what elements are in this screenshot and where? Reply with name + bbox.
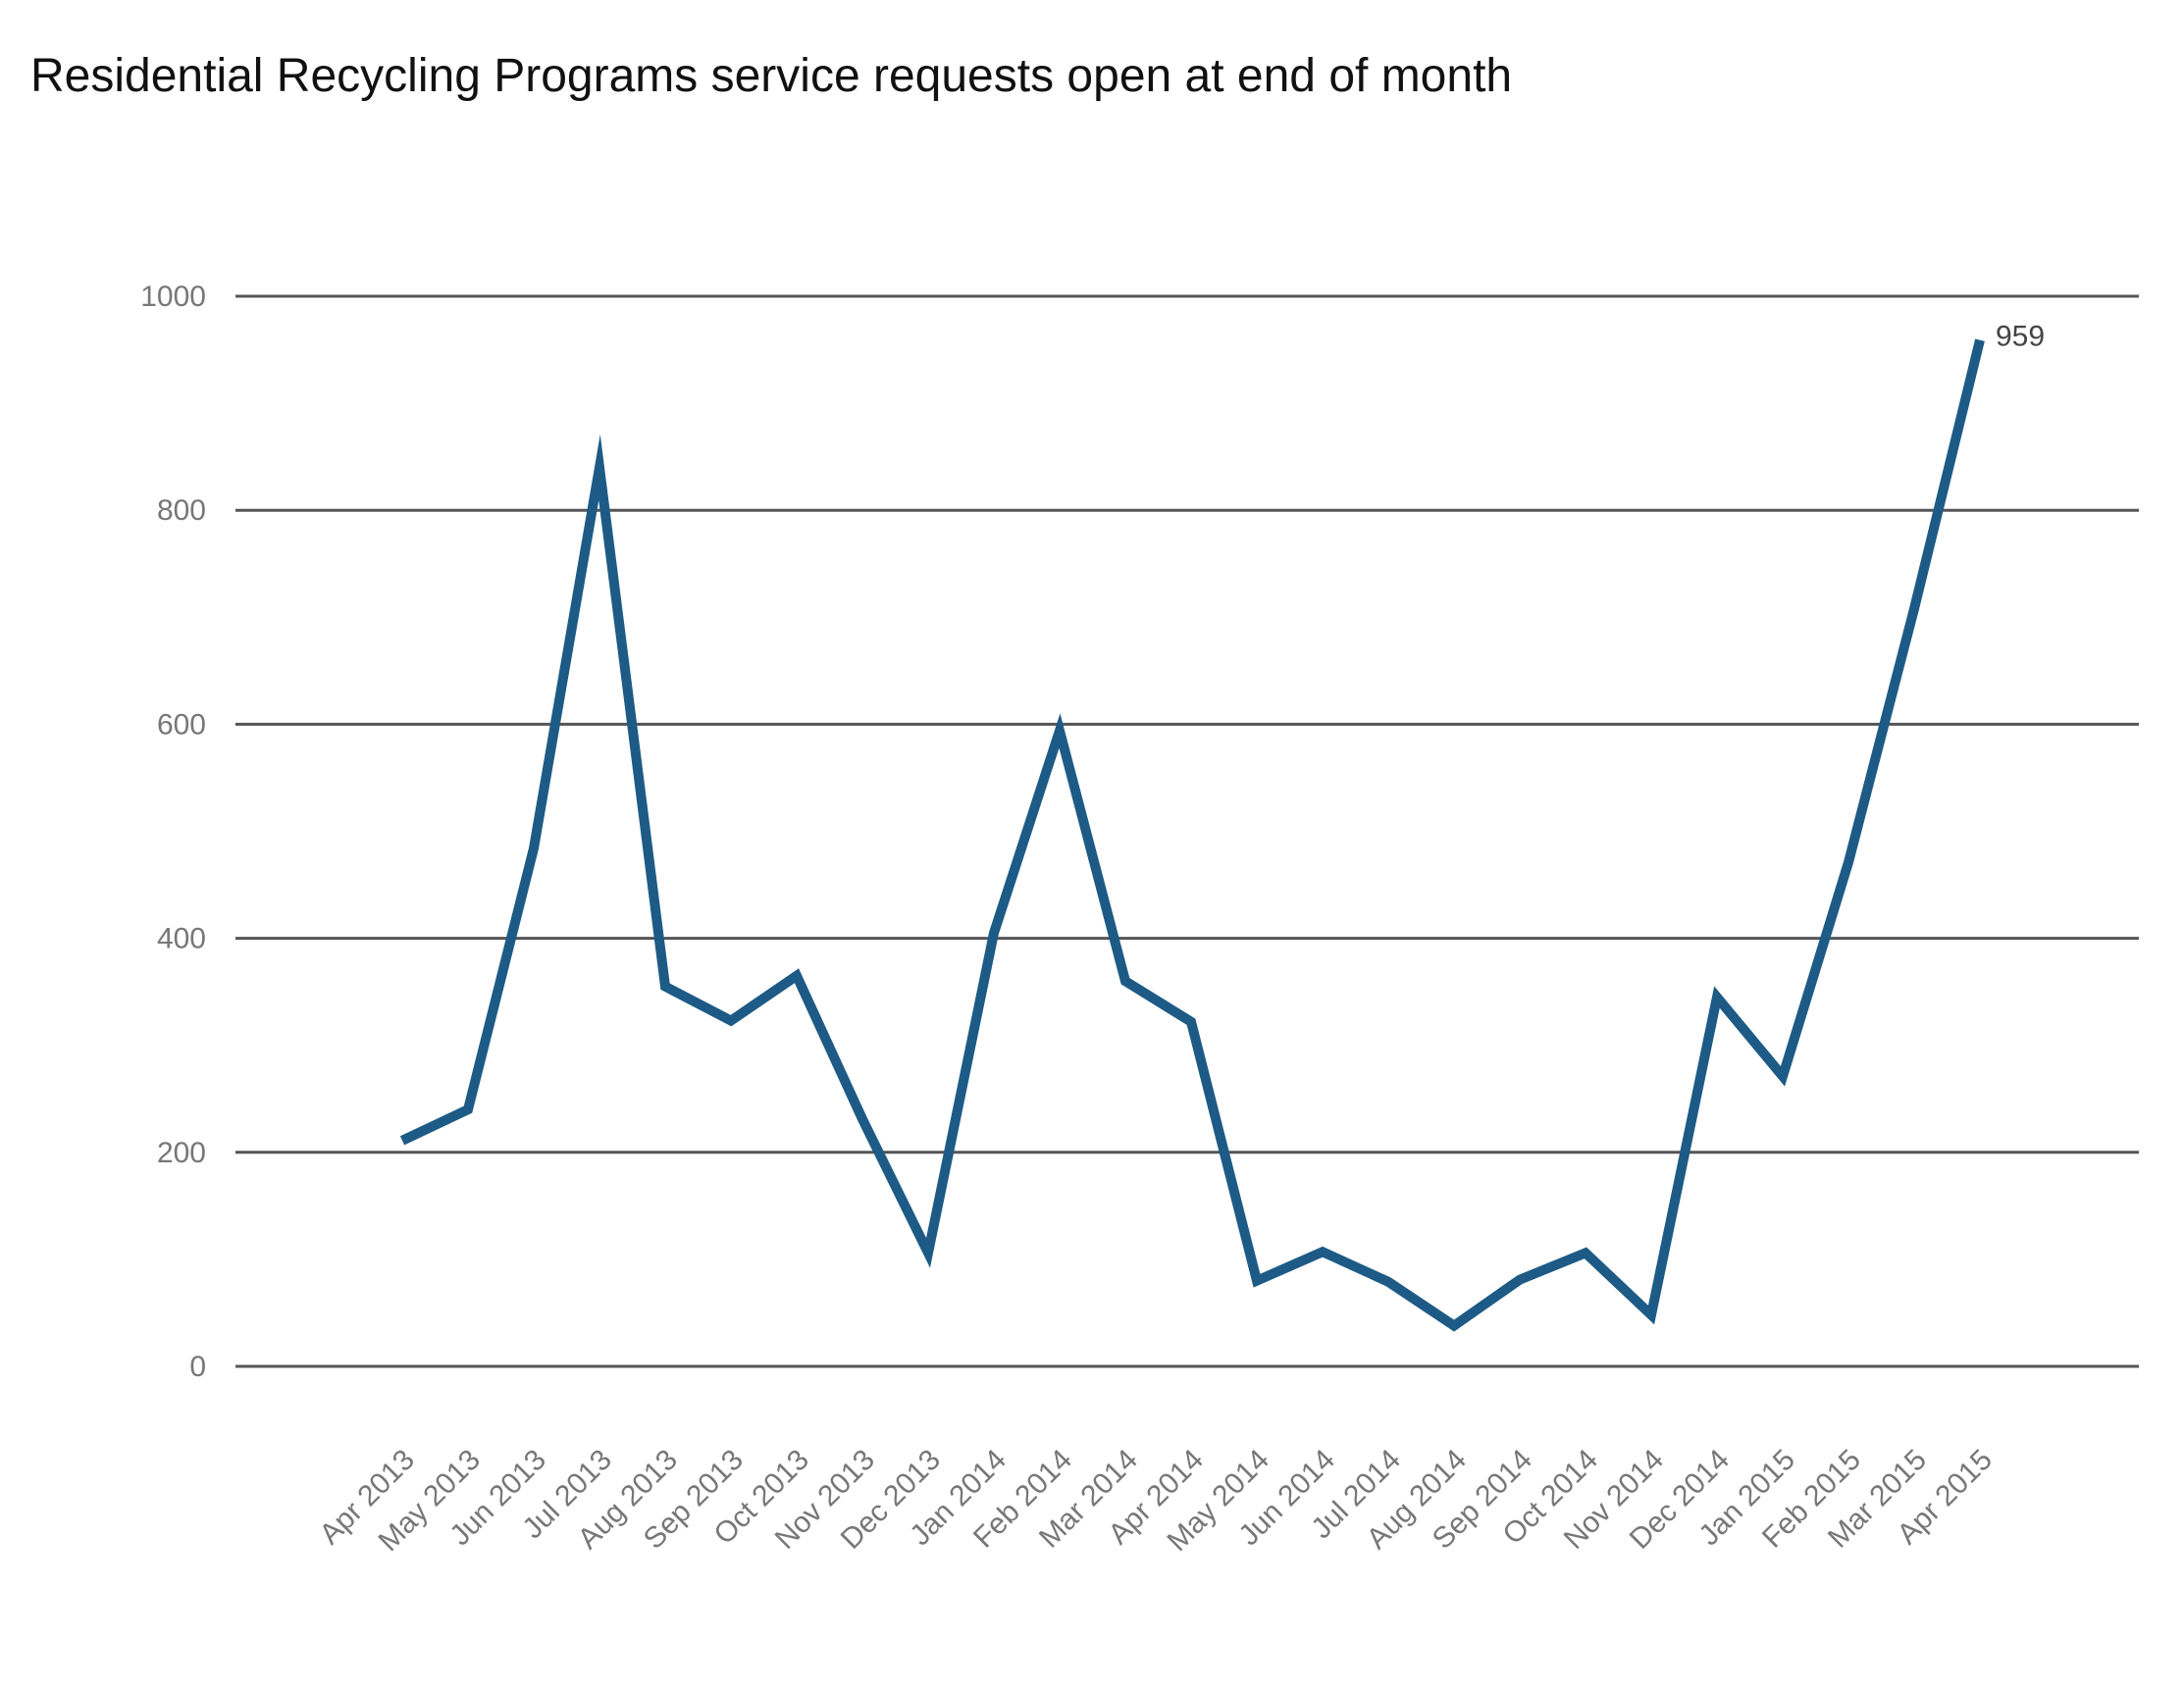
series-line-0 <box>399 338 1985 1332</box>
chart-title: Residential Recycling Programs service r… <box>30 50 1513 102</box>
y-tick-label: 200 <box>157 1137 206 1169</box>
data-label-last-value: 959 <box>1996 321 2045 353</box>
data-labels: 959 <box>1996 321 2045 353</box>
y-tick-label: 1000 <box>140 281 206 313</box>
y-tick-label: 800 <box>157 494 206 527</box>
y-tick-label: 400 <box>157 923 206 955</box>
y-tick-label: 600 <box>157 708 206 741</box>
y-axis-ticks: 0 200 400 600 800 1000 <box>140 281 206 1383</box>
y-tick-label: 0 <box>189 1351 206 1383</box>
series-layer <box>399 338 1985 1332</box>
